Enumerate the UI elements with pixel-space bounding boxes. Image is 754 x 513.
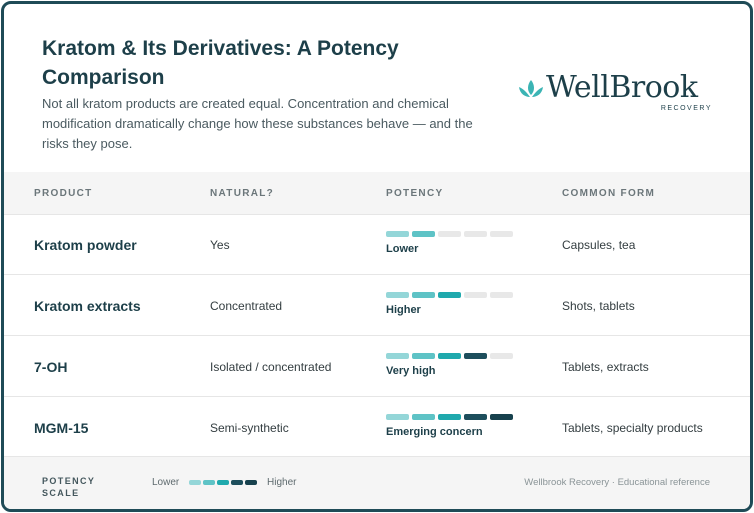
potency-segment — [464, 292, 487, 298]
product-name: MGM-15 — [34, 420, 89, 436]
potency-segment — [438, 231, 461, 237]
potency-bar — [386, 231, 513, 237]
potency-label: Higher — [386, 304, 421, 316]
natural-value: Concentrated — [210, 299, 283, 313]
table-body: Kratom powder Yes Lower Capsules, tea Kr… — [4, 214, 750, 458]
potency-segment — [386, 353, 409, 359]
column-header-product: PRODUCT — [34, 188, 93, 199]
potency-bar — [386, 353, 513, 359]
column-header-common-form: COMMON FORM — [562, 188, 656, 199]
scale-higher-label: Higher — [267, 477, 297, 488]
potency-segment — [490, 292, 513, 298]
card-header: Kratom & Its Derivatives: A Potency Comp… — [4, 4, 750, 172]
potency-meter: Very high — [386, 353, 513, 377]
potency-segment — [386, 414, 409, 420]
scale-segment — [231, 480, 243, 485]
logo-tagline: RECOVERY — [660, 105, 712, 112]
potency-segment — [438, 414, 461, 420]
scale-segment — [203, 480, 215, 485]
potency-segment — [412, 231, 435, 237]
product-name: Kratom powder — [34, 237, 137, 253]
wellbrook-logo: WellBrook RECOVERY — [516, 70, 726, 120]
footer-credit: Wellbrook Recovery · Educational referen… — [524, 477, 710, 488]
potency-segment — [386, 292, 409, 298]
scale-lower-label: Lower — [152, 477, 180, 488]
table-row: Kratom powder Yes Lower Capsules, tea — [4, 214, 750, 275]
potency-label: Lower — [386, 243, 419, 255]
common-form-value: Tablets, extracts — [562, 360, 649, 374]
potency-segment — [464, 353, 487, 359]
natural-value: Semi-synthetic — [210, 421, 289, 435]
potency-segment — [412, 353, 435, 359]
potency-meter: Lower — [386, 231, 513, 255]
potency-scale-title: POTENCY SCALE — [42, 476, 96, 498]
natural-value: Yes — [210, 238, 230, 252]
common-form-value: Shots, tablets — [562, 299, 635, 313]
potency-segment — [490, 414, 513, 420]
potency-segment — [464, 414, 487, 420]
common-form-value: Tablets, specialty products — [562, 421, 703, 435]
scale-segment — [245, 480, 257, 485]
table-header: PRODUCT NATURAL? POTENCY COMMON FORM — [4, 172, 750, 215]
potency-segment — [490, 231, 513, 237]
table-row: 7-OH Isolated / concentrated Very high T… — [4, 336, 750, 397]
potency-segment — [490, 353, 513, 359]
column-header-natural: NATURAL? — [210, 188, 275, 199]
lotus-icon — [519, 80, 543, 97]
potency-label: Very high — [386, 365, 436, 377]
table-row: MGM-15 Semi-synthetic Emerging concern T… — [4, 397, 750, 458]
column-header-potency: POTENCY — [386, 188, 444, 199]
potency-segment — [438, 292, 461, 298]
potency-segment — [412, 414, 435, 420]
product-name: 7-OH — [34, 359, 68, 375]
common-form-value: Capsules, tea — [562, 238, 636, 252]
potency-meter: Emerging concern — [386, 414, 513, 438]
page-title: Kratom & Its Derivatives: A Potency Comp… — [42, 37, 399, 89]
scale-segment — [217, 480, 229, 485]
product-name: Kratom extracts — [34, 298, 141, 314]
page-subtitle: Not all kratom products are created equa… — [42, 96, 473, 151]
card-footer: POTENCY SCALE Lower Higher Wellbrook Rec… — [4, 456, 750, 509]
potency-meter: Higher — [386, 292, 513, 316]
potency-bar — [386, 292, 513, 298]
logo-name: WellBrook — [546, 70, 698, 105]
potency-bar — [386, 414, 513, 420]
potency-segment — [438, 353, 461, 359]
potency-segment — [464, 231, 487, 237]
natural-value: Isolated / concentrated — [210, 360, 332, 374]
potency-label: Emerging concern — [386, 426, 483, 438]
potency-scale-legend — [189, 480, 257, 485]
table-row: Kratom extracts Concentrated Higher Shot… — [4, 275, 750, 336]
potency-segment — [412, 292, 435, 298]
scale-segment — [189, 480, 201, 485]
potency-segment — [386, 231, 409, 237]
